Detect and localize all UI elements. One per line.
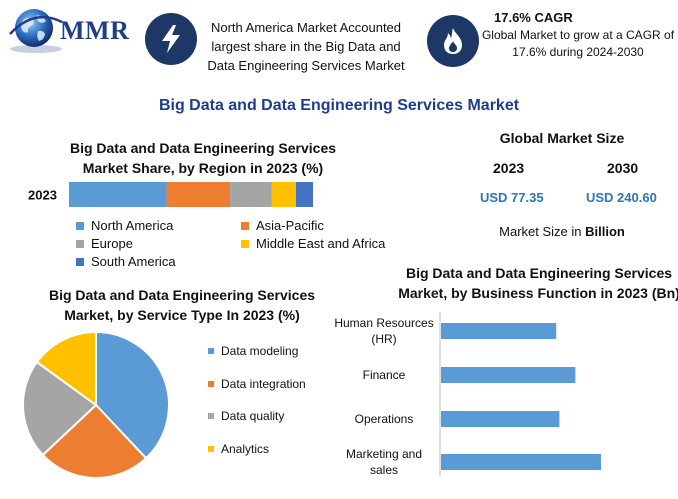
pie-slice-analytics	[35, 330, 97, 407]
pie-slice-data-integration	[41, 403, 148, 479]
legend-swatch	[76, 257, 84, 266]
market-size-title: Global Market Size	[499, 130, 625, 146]
lightning-badge	[145, 13, 197, 65]
pie-legend-data-quality: Data quality	[208, 409, 284, 423]
bar-segment-europe	[230, 182, 272, 207]
region-highlight-text: North America Market Accounted largest s…	[207, 20, 405, 73]
pie-chart-title: Big Data and Data Engineering Services M…	[48, 287, 316, 323]
cagr-text: Global Market to grow at a CAGR of 17.6%…	[481, 28, 675, 59]
logo: MMR	[6, 4, 131, 56]
pie-legend-data-integration: Data integration	[208, 377, 306, 391]
business-function-chart-title: Big Data and Data Engineering Services M…	[398, 265, 678, 301]
pie-legend-data-modeling: Data modeling	[208, 344, 298, 358]
legend-swatch	[76, 239, 84, 248]
category-label: Finance	[363, 368, 406, 382]
category-label: Marketing and sales	[346, 447, 422, 477]
cagr-title: 17.6% CAGR	[494, 10, 573, 25]
pie-slice-data-modeling	[95, 330, 170, 460]
market-size-value-2030: USD 240.60	[586, 190, 657, 205]
market-size-unit-note: Market Size in Billion	[499, 224, 625, 239]
bar-segment-south-america	[295, 182, 313, 207]
legend-north-america: North America	[76, 218, 173, 233]
bar-operations	[441, 411, 560, 427]
pie-slice-data-quality	[22, 360, 98, 457]
legend-swatch	[208, 348, 214, 354]
category-label: 2023	[28, 188, 57, 203]
legend-middle-east-africa: Middle East and Africa	[241, 236, 385, 251]
page-title: Big Data and Data Engineering Services M…	[158, 97, 520, 114]
legend-swatch	[241, 221, 249, 230]
market-size-value-2023: USD 77.35	[480, 190, 544, 205]
legend-swatch	[208, 381, 214, 387]
bar-segment-north-america	[69, 182, 167, 207]
legend-swatch	[208, 446, 214, 452]
legend-south-america: South America	[76, 254, 176, 269]
legend-europe: Europe	[76, 236, 133, 251]
bar-human-resources-hr	[441, 323, 557, 339]
flame-icon	[444, 28, 462, 54]
legend-swatch	[208, 413, 214, 419]
legend-swatch	[76, 221, 84, 230]
category-label: Human Resources (HR)	[334, 316, 433, 346]
legend-swatch	[241, 239, 249, 248]
bar-marketing-and-sales	[441, 454, 601, 470]
lightning-icon	[162, 25, 180, 53]
globe-icon	[9, 9, 63, 53]
bar-segment-middle-east-and-africa	[271, 182, 296, 207]
market-size-year-2030: 2030	[607, 160, 639, 176]
region-chart-title: Big Data and Data Engineering Services M…	[69, 140, 337, 176]
category-label: Operations	[355, 412, 414, 426]
bar-finance	[441, 367, 576, 383]
market-size-year-2023: 2023	[493, 160, 525, 176]
legend-asia-pacific: Asia-Pacific	[241, 218, 324, 233]
pie-legend-analytics: Analytics	[208, 442, 269, 456]
flame-badge	[427, 15, 479, 67]
bar-segment-asia-pacific	[166, 182, 231, 207]
logo-text: MMR	[60, 16, 130, 45]
